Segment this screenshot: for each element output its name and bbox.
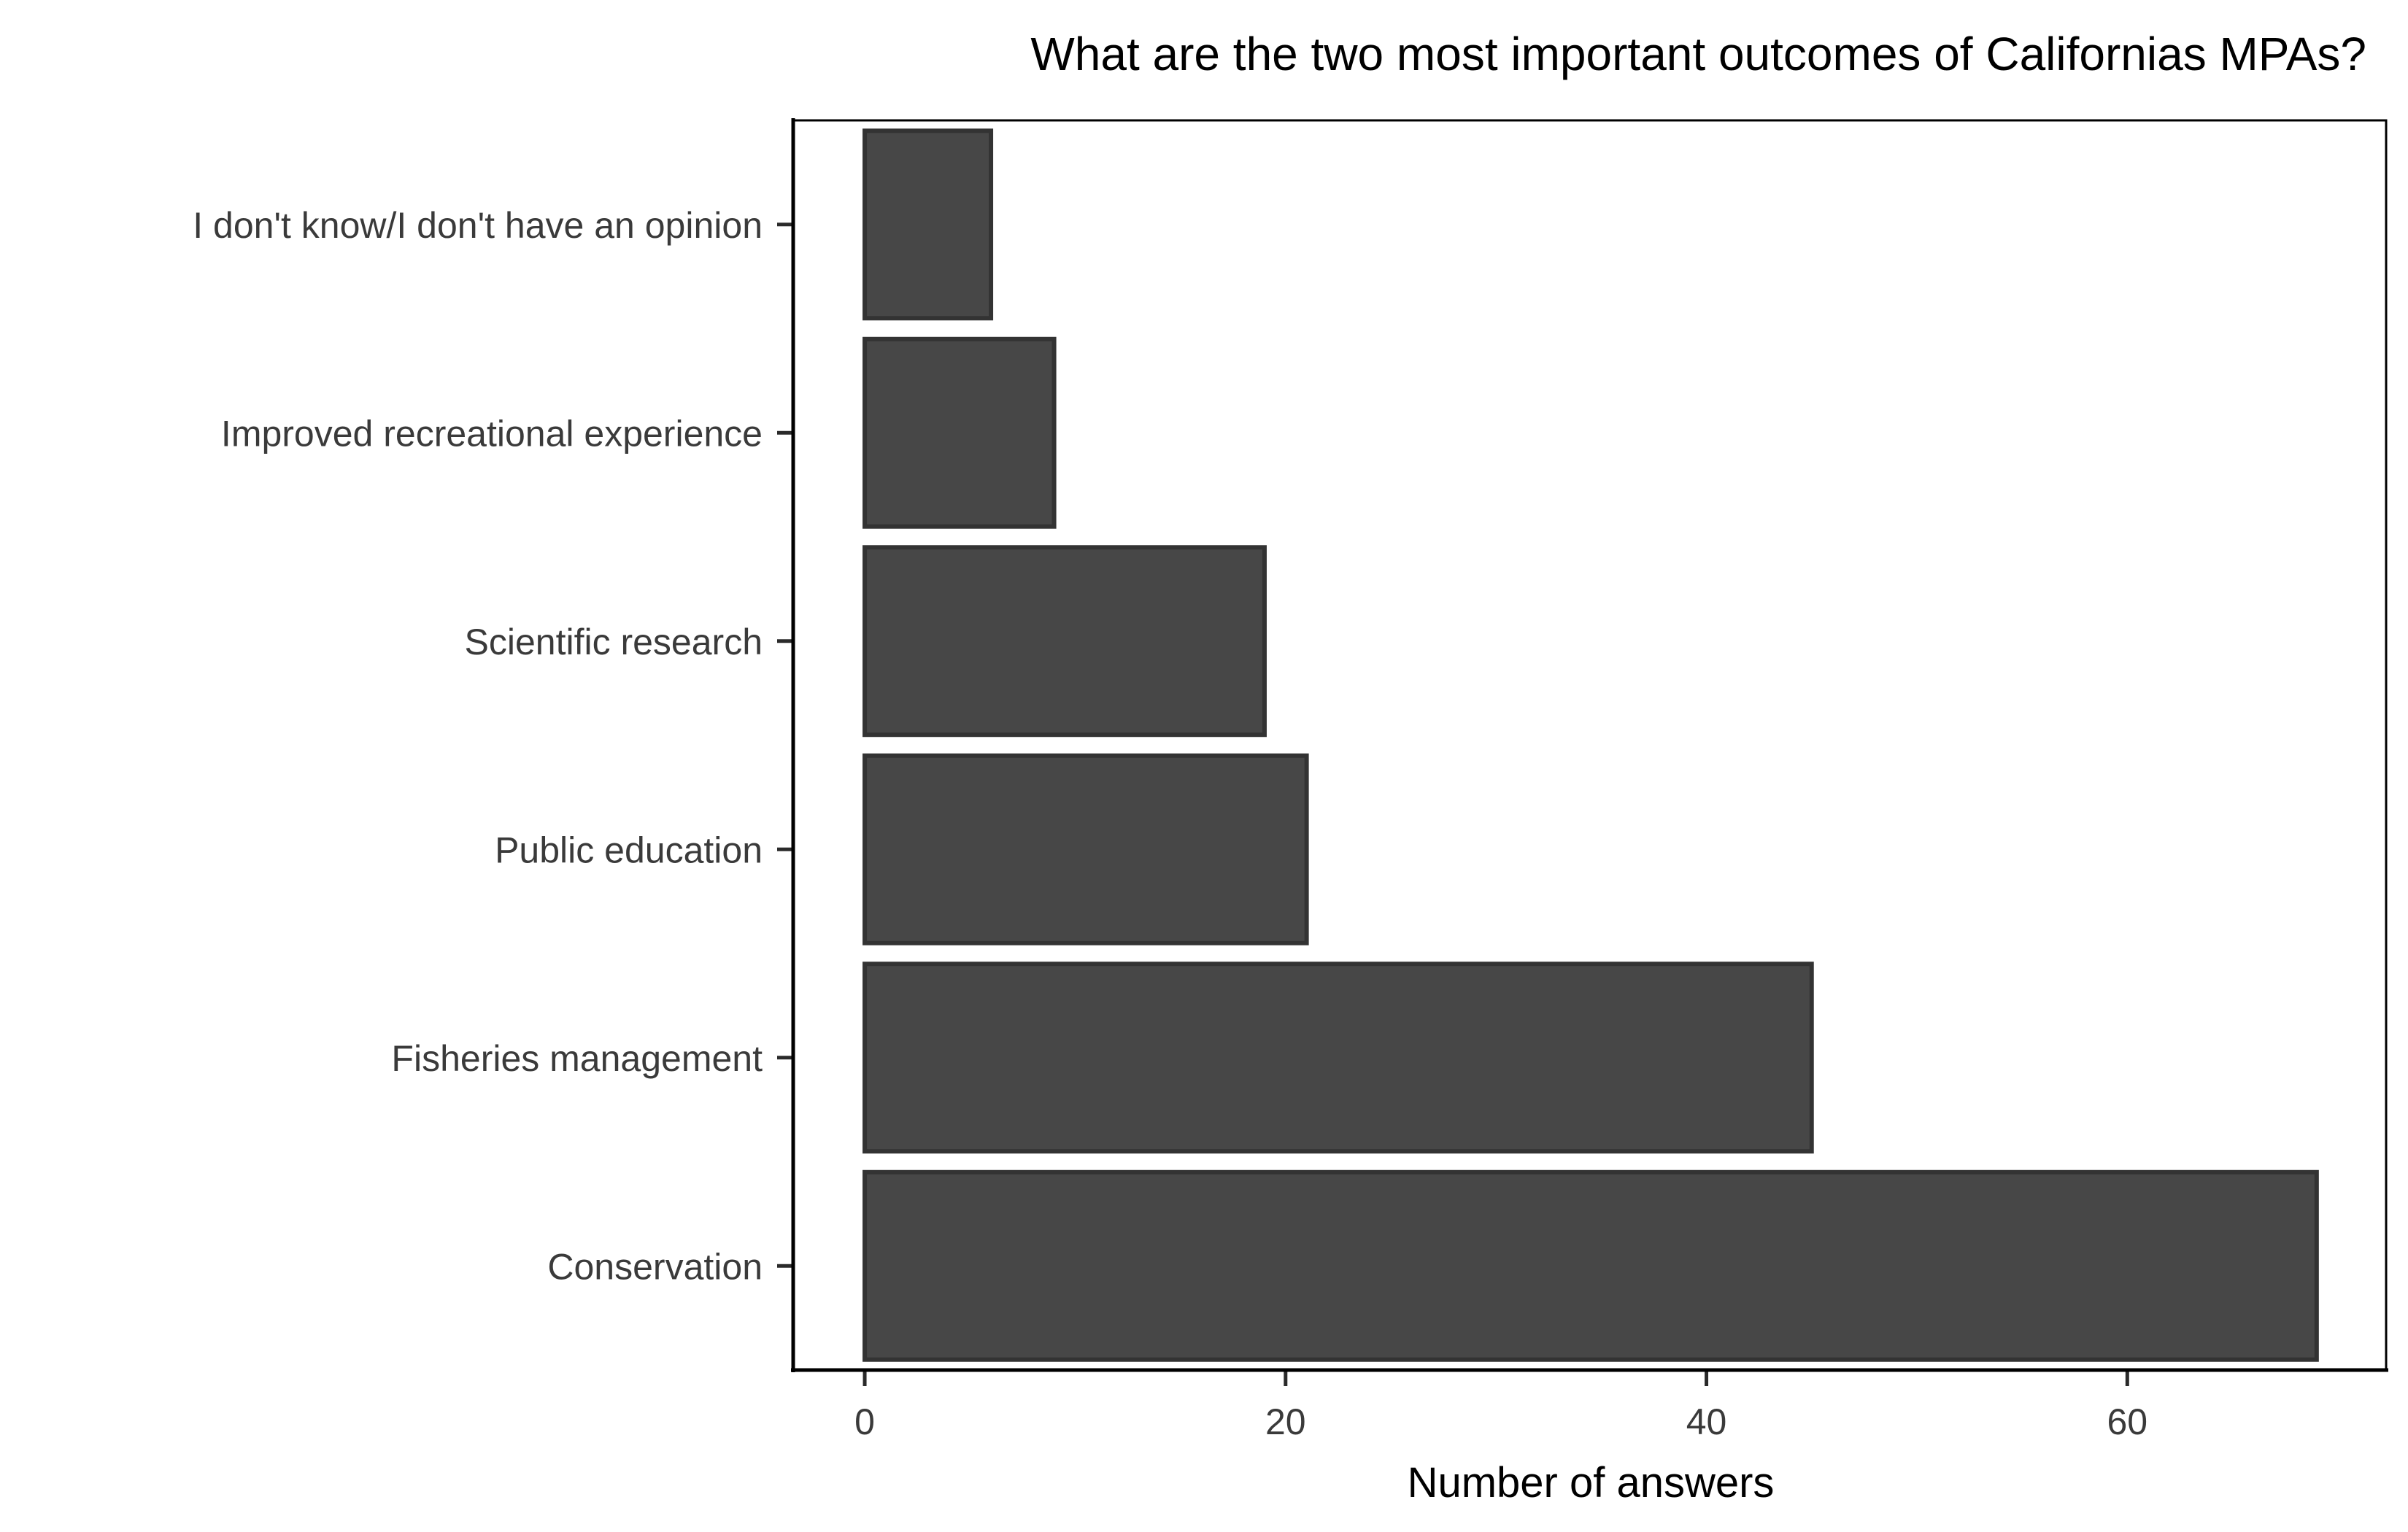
y-tick-label: Scientific research [465, 622, 763, 662]
bar [863, 962, 1814, 1154]
bar [863, 1169, 2319, 1362]
y-tick-label: I don't know/I don't have an opinion [193, 205, 763, 246]
y-tick-label: Conservation [547, 1246, 763, 1287]
y-tick-label: Fisheries management [391, 1038, 763, 1079]
y-tick-label: Improved recreational experience [221, 413, 763, 454]
x-axis-ticks: 0 20 40 60 [854, 1370, 2147, 1442]
x-tick-label: 0 [854, 1401, 875, 1442]
chart-title: What are the two most important outcomes… [1030, 28, 2366, 80]
x-axis-title: Number of answers [1408, 1459, 1775, 1506]
x-tick-label: 20 [1265, 1401, 1306, 1442]
bar [863, 545, 1267, 738]
x-tick-label: 40 [1686, 1401, 1727, 1442]
y-axis-ticks: I don't know/I don't have an opinion Impr… [193, 205, 793, 1287]
bar [863, 753, 1309, 945]
bar [863, 336, 1057, 529]
bars-group [863, 128, 2319, 1362]
y-tick-label: Public education [495, 829, 763, 870]
x-tick-label: 60 [2107, 1401, 2147, 1442]
bar [863, 128, 994, 321]
